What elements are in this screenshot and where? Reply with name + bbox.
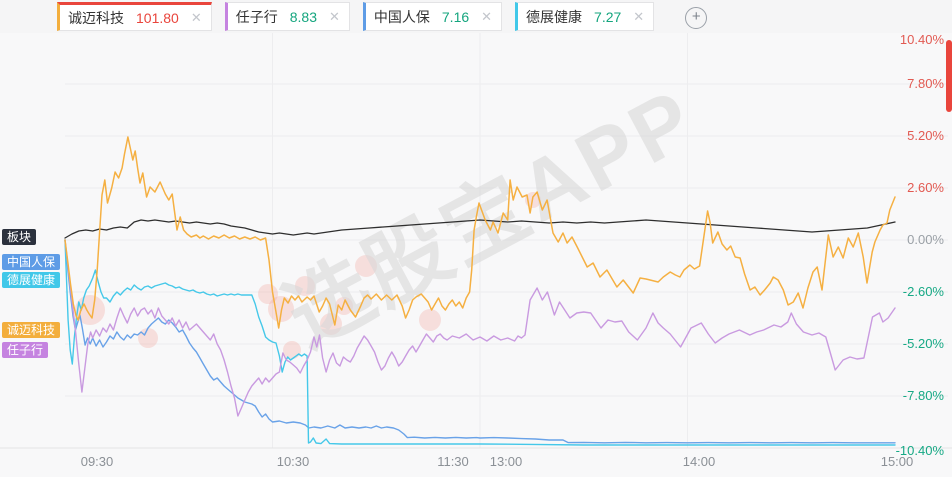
watermark-bubble — [138, 328, 158, 348]
tab-renzihang[interactable]: 任子行 8.83 ✕ — [224, 2, 350, 31]
stock-price: 7.27 — [594, 8, 622, 25]
close-icon[interactable]: ✕ — [633, 8, 645, 24]
stock-name: 德展健康 — [526, 8, 583, 25]
series-badge: 板块 — [2, 229, 37, 245]
plus-icon: + — [691, 8, 701, 25]
series-badge: 诚迈科技 — [2, 322, 61, 338]
watermark-bubble — [335, 297, 353, 315]
series-line-chengmai-keji — [64, 136, 896, 329]
series-line-dezhan-jiankang — [64, 239, 896, 446]
stock-price: 7.16 — [441, 8, 470, 25]
y-tick-label: 10.40% — [899, 32, 944, 47]
x-tick-label: 10:30 — [276, 454, 310, 469]
y-tick-label: -10.40% — [895, 443, 944, 458]
x-tick-label: 11:30 — [437, 454, 469, 469]
y-tick-label: -5.20% — [902, 336, 944, 351]
stock-name: 诚迈科技 — [68, 9, 124, 26]
y-tick-label: -2.60% — [902, 284, 944, 299]
stock-name: 中国人保 — [373, 8, 430, 25]
watermark-text: 选股宝APP — [271, 70, 711, 364]
series-line-zhongguo-renbao — [64, 239, 896, 444]
watermark-bubble — [419, 309, 441, 331]
tab-bar: 诚迈科技 101.80 ✕ 任子行 8.83 ✕ 中国人保 7.16 ✕ 德展健… — [0, 0, 952, 33]
watermark-bubble — [75, 295, 105, 325]
series-badge: 任子行 — [2, 342, 49, 358]
series-badge: 中国人保 — [2, 254, 61, 270]
x-tick-label: 15:00 — [880, 454, 914, 469]
watermark-bubble — [295, 276, 315, 296]
x-tick-label: 09:30 — [80, 454, 114, 469]
stock-price: 101.80 — [136, 9, 179, 26]
stock-name: 任子行 — [235, 8, 278, 25]
watermark-bubble — [283, 341, 301, 359]
close-icon[interactable]: ✕ — [328, 8, 340, 24]
add-stock-button[interactable]: + — [685, 7, 708, 29]
scrollbar-thumb[interactable] — [946, 40, 952, 112]
watermark-bubble — [355, 255, 377, 277]
y-tick-label: 0.00% — [907, 232, 944, 247]
tab-dezhan-jiankang[interactable]: 德展健康 7.27 ✕ — [515, 2, 655, 31]
series-line-renzihang — [64, 239, 896, 417]
x-tick-label: 13:00 — [489, 454, 523, 469]
x-tick-label: 14:00 — [682, 454, 716, 469]
close-icon[interactable]: ✕ — [481, 8, 493, 24]
series-badge: 德展健康 — [2, 272, 61, 288]
y-tick-label: -7.80% — [902, 388, 944, 403]
tab-zhongguo-renbao[interactable]: 中国人保 7.16 ✕ — [362, 2, 503, 31]
y-tick-label: 5.20% — [907, 128, 944, 143]
y-tick-label: 7.80% — [907, 76, 944, 91]
tab-chengmai-keji[interactable]: 诚迈科技 101.80 ✕ — [57, 2, 212, 31]
close-icon[interactable]: ✕ — [190, 9, 202, 25]
y-tick-label: 2.60% — [907, 180, 944, 195]
stock-price: 8.83 — [289, 8, 317, 25]
